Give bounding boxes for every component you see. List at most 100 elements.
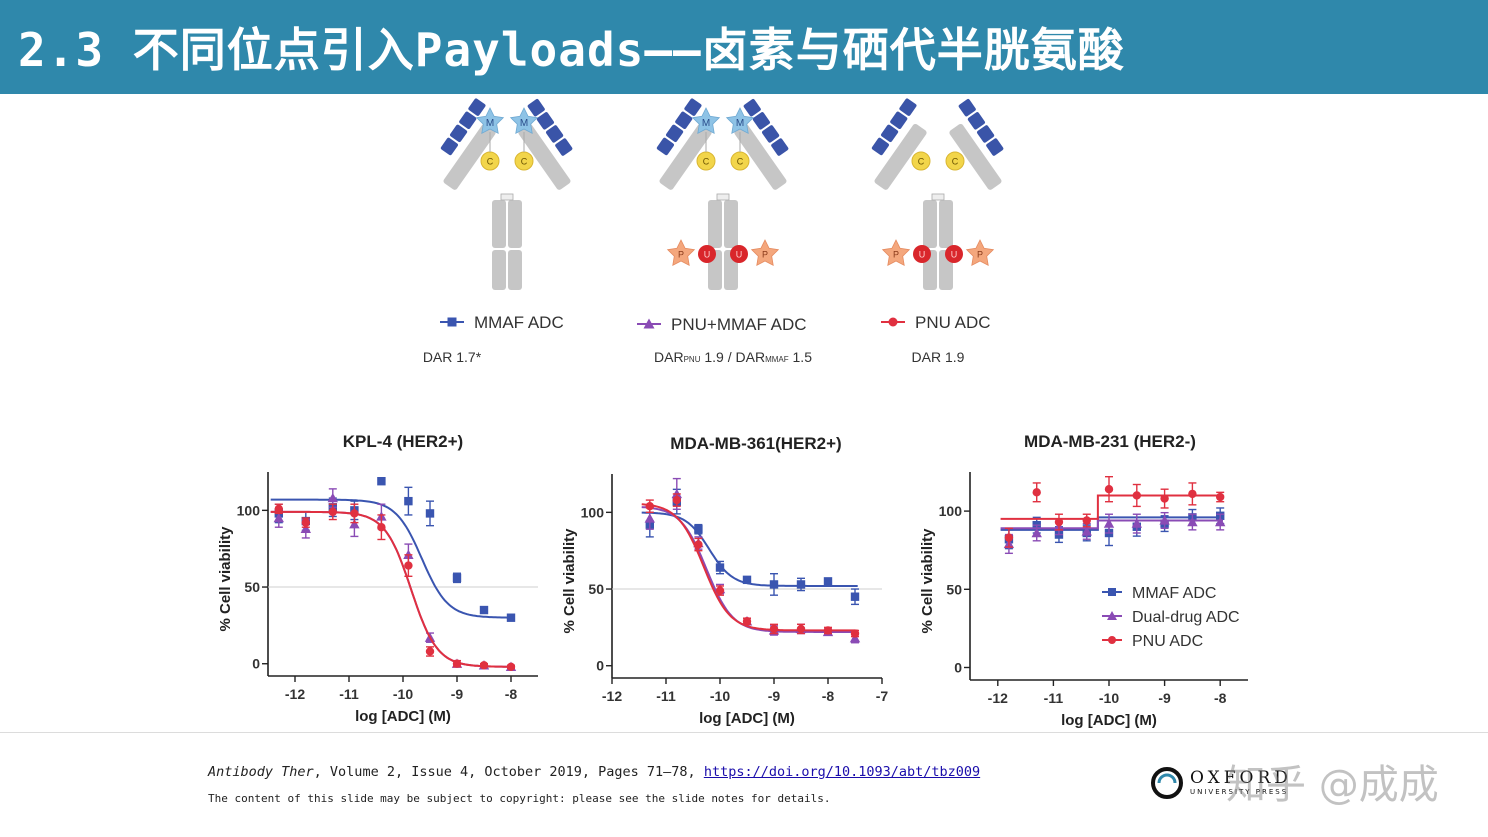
light-chain-block bbox=[527, 99, 545, 117]
data-point bbox=[672, 495, 681, 505]
publisher-logo: OXFORD UNIVERSITY PRESS bbox=[1150, 766, 1288, 802]
data-point bbox=[327, 492, 338, 503]
linker-label: U bbox=[919, 250, 926, 260]
y-tick-label: 100 bbox=[581, 504, 605, 520]
payload-label: P bbox=[893, 250, 899, 260]
light-chain-block bbox=[743, 99, 761, 117]
data-point bbox=[769, 624, 779, 634]
data-point bbox=[850, 629, 860, 638]
slide-title: 2.3 不同位点引入Payloads——卤素与硒代半胱氨酸 bbox=[18, 23, 1125, 77]
x-tick-label: -9 bbox=[451, 686, 464, 702]
data-point bbox=[715, 586, 725, 595]
data-point bbox=[1188, 489, 1197, 499]
chart-2: MDA-MB-361(HER2+) 0 50 100 -12 -11 -10 -9 -8 -7 lo… bbox=[561, 434, 888, 727]
light-chain-block bbox=[890, 111, 908, 129]
payload-label: M bbox=[486, 118, 494, 129]
data-point bbox=[796, 624, 806, 634]
data-point bbox=[425, 509, 435, 518]
selenocysteine-icon bbox=[730, 245, 748, 263]
data-point bbox=[301, 518, 310, 527]
fit-curve bbox=[641, 506, 858, 633]
light-chain bbox=[743, 99, 789, 156]
data-point bbox=[452, 659, 462, 668]
dar-text: DAR bbox=[654, 349, 684, 365]
construct-legend-mmaf: MMAF ADC DAR 1.7* bbox=[423, 313, 564, 365]
right-arm bbox=[518, 99, 573, 190]
payload-label: M bbox=[736, 118, 744, 129]
light-chain-block bbox=[977, 125, 995, 143]
publisher-subtitle: UNIVERSITY PRESS bbox=[1190, 788, 1289, 796]
x-tick-label: -12 bbox=[988, 690, 1008, 706]
pnu-payload-star-icon bbox=[750, 239, 780, 267]
data-point bbox=[742, 575, 752, 585]
dar-subscript: PNU bbox=[684, 355, 701, 364]
data-point bbox=[1031, 527, 1042, 538]
linker-icon bbox=[911, 151, 931, 171]
data-point bbox=[273, 512, 284, 523]
fc-block bbox=[492, 200, 506, 248]
light-chain-block bbox=[656, 137, 674, 156]
data-point bbox=[1216, 492, 1225, 502]
right-arm bbox=[949, 99, 1004, 190]
light-chain bbox=[871, 98, 917, 156]
data-point bbox=[452, 573, 462, 583]
dar-label: DAR 1.7* bbox=[423, 349, 482, 365]
light-chain-block bbox=[752, 112, 770, 130]
payload-label: P bbox=[977, 250, 983, 260]
light-chain-block bbox=[450, 124, 468, 143]
data-point bbox=[1103, 518, 1115, 528]
light-chain-block bbox=[675, 111, 693, 129]
light-chain-block bbox=[881, 124, 899, 143]
fc-block bbox=[939, 200, 953, 248]
doi-link[interactable]: https://doi.org/10.1093/abt/tbz009 bbox=[703, 764, 981, 780]
x-tick-label: -12 bbox=[285, 686, 305, 702]
data-point bbox=[377, 523, 386, 532]
data-point bbox=[479, 661, 489, 670]
citation: Antibody Ther, Volume 2, Issue 4, Octobe… bbox=[208, 764, 980, 780]
fit-curve bbox=[641, 503, 858, 632]
fit-curve bbox=[641, 511, 858, 587]
legend-label: PNU ADC bbox=[915, 313, 991, 332]
left-arm bbox=[656, 98, 712, 190]
data-point bbox=[479, 605, 489, 615]
copyright-notice: The content of this slide may be subject… bbox=[208, 792, 831, 805]
light-chain-block bbox=[459, 111, 477, 129]
light-chain-block bbox=[555, 138, 573, 156]
payload-label: M bbox=[520, 118, 528, 129]
series-pnu bbox=[270, 503, 516, 671]
y-tick-label: 50 bbox=[588, 581, 604, 597]
data-point bbox=[328, 507, 337, 517]
linker-label: C bbox=[487, 157, 494, 167]
payload-label: P bbox=[762, 250, 768, 260]
y-tick-label: 0 bbox=[954, 659, 962, 675]
heavy-chain-block bbox=[659, 124, 712, 190]
triangle-marker bbox=[643, 318, 655, 329]
chart-1: KPL-4 (HER2+) 0 50 100 -12 -11 -10 -9 -8 log [ADC… bbox=[217, 432, 538, 725]
fit-curve bbox=[270, 498, 514, 619]
data-point bbox=[377, 477, 386, 486]
x-tick-label: -9 bbox=[1158, 690, 1171, 706]
data-point bbox=[506, 662, 516, 671]
selenocysteine-icon bbox=[698, 245, 716, 263]
data-point bbox=[350, 509, 359, 518]
slide-header: 2.3 不同位点引入Payloads——卤素与硒代半胱氨酸 bbox=[0, 0, 1488, 94]
data-point bbox=[850, 592, 860, 601]
fit-curve bbox=[1000, 494, 1223, 520]
watermark: 知乎 @成成 bbox=[1226, 762, 1439, 808]
citation-details: , Volume 2, Issue 4, October 2019, Pages… bbox=[313, 764, 704, 780]
payload-label: P bbox=[678, 250, 684, 260]
x-axis-label: log [ADC] (M) bbox=[355, 708, 451, 725]
linker-icon bbox=[945, 151, 965, 171]
x-tick-label: -11 bbox=[656, 688, 676, 704]
light-chain-block bbox=[684, 98, 702, 116]
data-point bbox=[715, 563, 725, 572]
legend-label: MMAF ADC bbox=[474, 313, 564, 332]
figure: C M C M C M C M P U P U C C P U P U MMAF ADC DAR 1.7* PNU+M… bbox=[217, 98, 1248, 729]
linker-label: U bbox=[951, 250, 958, 260]
data-point bbox=[644, 513, 655, 523]
oxford-crest-icon bbox=[1151, 767, 1183, 799]
data-point bbox=[349, 518, 360, 529]
heavy-chain-block bbox=[949, 124, 1002, 190]
legend-label: MMAF ADC bbox=[1132, 585, 1216, 602]
x-tick-label: -8 bbox=[505, 686, 518, 702]
